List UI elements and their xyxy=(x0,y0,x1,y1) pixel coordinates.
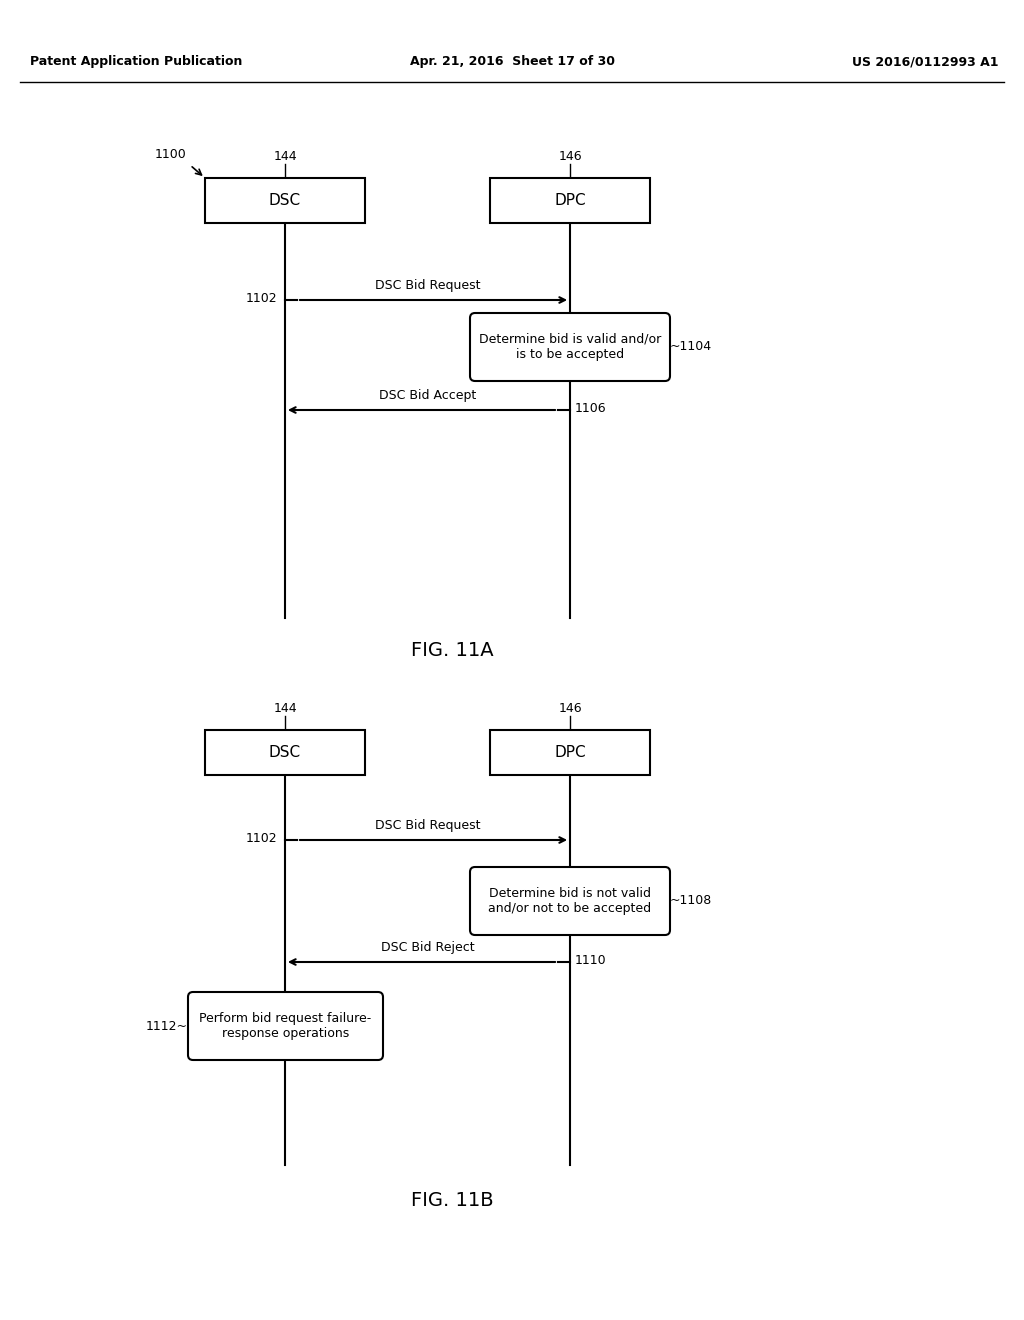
Text: 1102: 1102 xyxy=(246,833,278,846)
FancyBboxPatch shape xyxy=(470,313,670,381)
Text: DSC: DSC xyxy=(269,193,301,209)
FancyBboxPatch shape xyxy=(188,993,383,1060)
Bar xyxy=(490,730,650,775)
Text: 146: 146 xyxy=(558,149,582,162)
Text: 1110: 1110 xyxy=(575,954,606,968)
Text: DPC: DPC xyxy=(554,193,586,209)
Text: 1112~: 1112~ xyxy=(146,1019,188,1032)
Text: DSC Bid Request: DSC Bid Request xyxy=(375,279,480,292)
Text: DSC Bid Reject: DSC Bid Reject xyxy=(381,941,474,954)
Text: DSC Bid Accept: DSC Bid Accept xyxy=(379,389,476,403)
Bar xyxy=(205,178,365,223)
Text: 144: 144 xyxy=(273,149,297,162)
Bar xyxy=(490,178,650,223)
Text: 1106: 1106 xyxy=(575,403,606,416)
FancyBboxPatch shape xyxy=(470,867,670,935)
Text: DSC: DSC xyxy=(269,744,301,760)
Text: ~1104: ~1104 xyxy=(670,341,712,354)
Text: Determine bid is not valid
and/or not to be accepted: Determine bid is not valid and/or not to… xyxy=(488,887,651,915)
Text: FIG. 11A: FIG. 11A xyxy=(411,640,494,660)
Text: DPC: DPC xyxy=(554,744,586,760)
Text: ~1108: ~1108 xyxy=(670,895,713,908)
Text: US 2016/0112993 A1: US 2016/0112993 A1 xyxy=(853,55,999,69)
Text: DSC Bid Request: DSC Bid Request xyxy=(375,818,480,832)
Text: Apr. 21, 2016  Sheet 17 of 30: Apr. 21, 2016 Sheet 17 of 30 xyxy=(410,55,614,69)
Text: Perform bid request failure-
response operations: Perform bid request failure- response op… xyxy=(200,1012,372,1040)
Text: Patent Application Publication: Patent Application Publication xyxy=(30,55,243,69)
Text: 146: 146 xyxy=(558,701,582,714)
Bar xyxy=(205,730,365,775)
Text: FIG. 11B: FIG. 11B xyxy=(411,1191,494,1209)
Text: Determine bid is valid and/or
is to be accepted: Determine bid is valid and/or is to be a… xyxy=(479,333,662,360)
Text: 144: 144 xyxy=(273,701,297,714)
Text: 1100: 1100 xyxy=(155,149,186,161)
Text: 1102: 1102 xyxy=(246,293,278,305)
